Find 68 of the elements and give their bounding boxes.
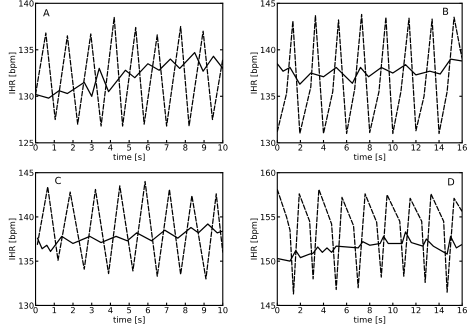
x-tick-label: 8	[183, 144, 188, 151]
x-tick-label: 5	[127, 307, 132, 314]
x-tick-label: 0	[33, 306, 38, 314]
y-tick-label: 130	[19, 302, 34, 309]
x-tick-label: 3	[90, 306, 94, 314]
x-tick-label: 1	[52, 307, 56, 314]
x-tick-label: 3	[90, 144, 94, 151]
y-tick-label: 130	[19, 93, 34, 100]
y-tick-label: 145	[260, 0, 276, 7]
x-tick-label: 16	[458, 144, 467, 151]
y-tick-label: 140	[19, 0, 34, 7]
x-tick-label: 12	[412, 306, 420, 314]
y-axis-title: IHR [bpm]	[250, 218, 259, 260]
y-axis-title: IHR [bpm]	[250, 52, 259, 94]
y-tick-label: 135	[260, 93, 276, 100]
x-tick-label: 9	[202, 144, 206, 151]
y-tick-label: 135	[19, 46, 34, 54]
y-tick-label: 145	[260, 302, 276, 309]
x-tick-label: 10	[218, 144, 228, 151]
y-axis-title: IHR [bpm]	[8, 52, 17, 94]
x-tick-label: 14	[434, 307, 444, 314]
x-tick-label: 6	[344, 144, 349, 151]
x-tick-label: 7	[164, 144, 169, 150]
x-tick-label: 0	[275, 306, 280, 314]
x-tick-label: 12	[412, 144, 420, 150]
x-tick-label: 2	[70, 144, 75, 150]
x-tick-label: 9	[202, 306, 206, 314]
annotation: B	[443, 8, 448, 15]
x-tick-label: 10	[388, 306, 398, 314]
x-tick-label: 5	[127, 144, 132, 151]
x-tick-label: 4	[321, 144, 326, 150]
x-tick-label: 6	[146, 306, 150, 314]
y-tick-label: 130	[260, 140, 276, 146]
x-tick-label: 2	[298, 144, 302, 150]
x-axis-title: time [s]	[354, 154, 386, 162]
annotation: C	[55, 176, 61, 184]
y-axis-title: IHR [bpm]	[8, 218, 17, 260]
x-tick-label: 8	[183, 306, 188, 314]
x-tick-label: 4	[108, 144, 113, 150]
x-tick-label: 0	[33, 144, 38, 151]
y-tick-label: 125	[19, 140, 34, 146]
x-tick-label: 4	[321, 307, 326, 314]
y-tick-label: 140	[19, 214, 34, 220]
x-tick-label: 2	[70, 306, 75, 314]
x-axis-title: time [s]	[113, 154, 145, 162]
x-tick-label: 1	[52, 144, 56, 150]
x-tick-label: 6	[146, 144, 150, 151]
y-tick-label: 150	[260, 258, 276, 264]
x-tick-label: 0	[275, 144, 280, 151]
x-axis-title: time [s]	[113, 316, 145, 324]
x-tick-label: 6	[344, 306, 349, 314]
x-tick-label: 7	[164, 307, 169, 314]
x-tick-label: 14	[434, 144, 444, 150]
x-tick-label: 10	[388, 144, 398, 151]
y-tick-label: 135	[19, 258, 34, 264]
x-tick-label: 10	[218, 306, 228, 314]
y-tick-label: 160	[260, 170, 276, 176]
x-tick-label: 4	[108, 307, 113, 314]
x-tick-label: 8	[368, 306, 372, 314]
y-tick-label: 145	[19, 170, 34, 176]
y-tick-label: 155	[260, 214, 276, 220]
annotation: A	[43, 9, 50, 16]
x-tick-label: 2	[298, 306, 302, 314]
x-tick-label: 16	[458, 306, 467, 314]
y-tick-label: 140	[260, 46, 276, 54]
x-axis-title: time [s]	[354, 316, 386, 324]
x-tick-label: 8	[368, 144, 372, 151]
annotation: D	[448, 178, 454, 186]
